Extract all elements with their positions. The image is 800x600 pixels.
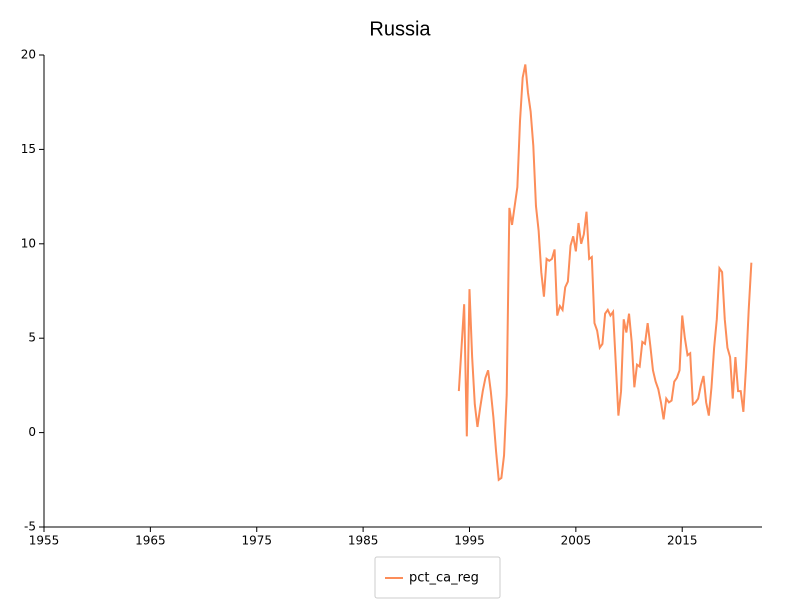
y-tick-label: 20 [21, 48, 36, 62]
x-tick-label: 1985 [348, 534, 379, 548]
y-tick-label: 5 [28, 331, 36, 345]
y-tick-label: 10 [21, 236, 36, 250]
y-tick-label: 0 [28, 425, 36, 439]
x-tick-label: 1955 [29, 534, 60, 548]
legend-box [374, 556, 501, 599]
x-tick-label: 1975 [241, 534, 272, 548]
x-tick-label: 2015 [667, 534, 698, 548]
y-tick-label: 15 [21, 142, 36, 156]
y-tick-label: -5 [24, 520, 36, 534]
chart-title: Russia [369, 18, 431, 40]
x-tick-label: 1965 [135, 534, 166, 548]
legend-label: pct_ca_reg [409, 571, 479, 586]
x-tick-label: 1995 [454, 534, 485, 548]
data-line [457, 64, 753, 482]
x-tick-label: 2005 [561, 534, 592, 548]
legend: pct_ca_reg [374, 556, 501, 599]
